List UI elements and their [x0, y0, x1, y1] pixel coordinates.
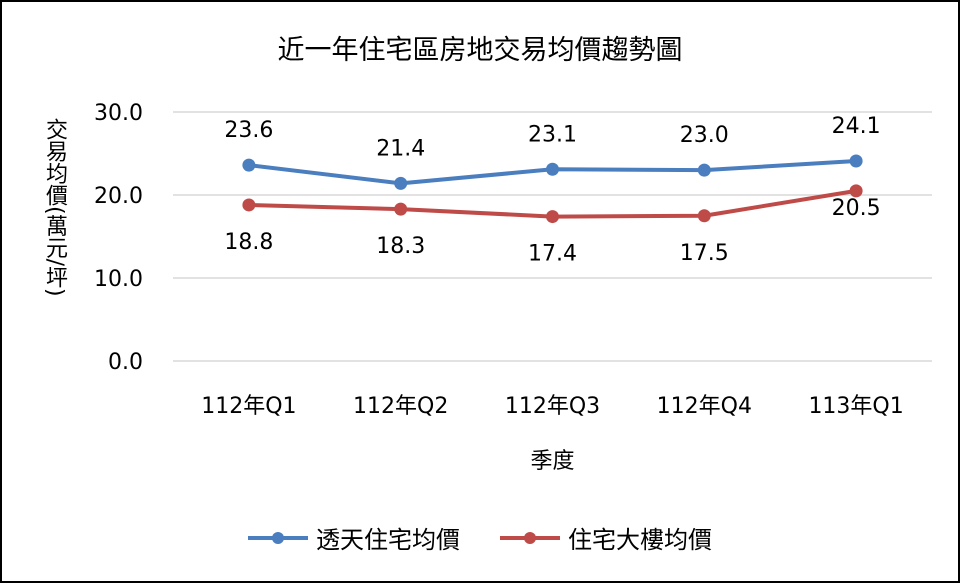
y-tick-label: 10.0: [94, 267, 143, 292]
x-axis-label: 季度: [530, 449, 574, 474]
data-point: [394, 202, 408, 216]
chart-title: 近一年住宅區房地交易均價趨勢圖: [277, 35, 683, 66]
x-tick-label: 112年Q2: [353, 394, 448, 419]
data-label: 17.5: [680, 241, 729, 266]
data-label: 24.1: [832, 114, 881, 139]
data-point: [849, 154, 863, 168]
data-point: [849, 184, 863, 198]
x-tick-label: 112年Q1: [201, 394, 296, 419]
legend: 透天住宅均價 住宅大樓均價: [0, 520, 960, 555]
data-point: [242, 198, 256, 212]
data-point: [697, 209, 711, 223]
legend-label-0: 透天住宅均價: [316, 526, 460, 554]
data-label: 17.4: [528, 242, 577, 267]
data-label: 23.6: [224, 118, 273, 143]
y-tick-label: 30.0: [94, 101, 143, 126]
y-tick-label: 20.0: [94, 184, 143, 209]
legend-item-0: 透天住宅均價: [248, 520, 460, 555]
data-label: 23.0: [680, 123, 729, 148]
y-tick-label: 0.0: [108, 350, 143, 375]
data-label: 20.5: [832, 196, 881, 221]
data-point: [242, 158, 256, 172]
data-point: [546, 210, 559, 224]
data-point: [697, 163, 711, 177]
y-axis-label: 交易均價(萬元/坪): [42, 118, 67, 297]
legend-marker-1: [500, 531, 560, 544]
data-label: 18.3: [376, 234, 425, 259]
legend-marker-0: [248, 531, 308, 544]
data-label: 18.8: [224, 230, 273, 255]
legend-item-1: 住宅大樓均價: [500, 520, 712, 555]
x-tick-label: 112年Q4: [657, 394, 752, 419]
legend-label-1: 住宅大樓均價: [568, 526, 712, 554]
x-tick-label: 113年Q1: [808, 394, 903, 419]
data-point: [394, 176, 408, 190]
x-tick-label: 112年Q3: [505, 394, 600, 419]
data-point: [546, 162, 559, 176]
data-label: 21.4: [376, 136, 425, 161]
data-label: 23.1: [528, 122, 577, 147]
